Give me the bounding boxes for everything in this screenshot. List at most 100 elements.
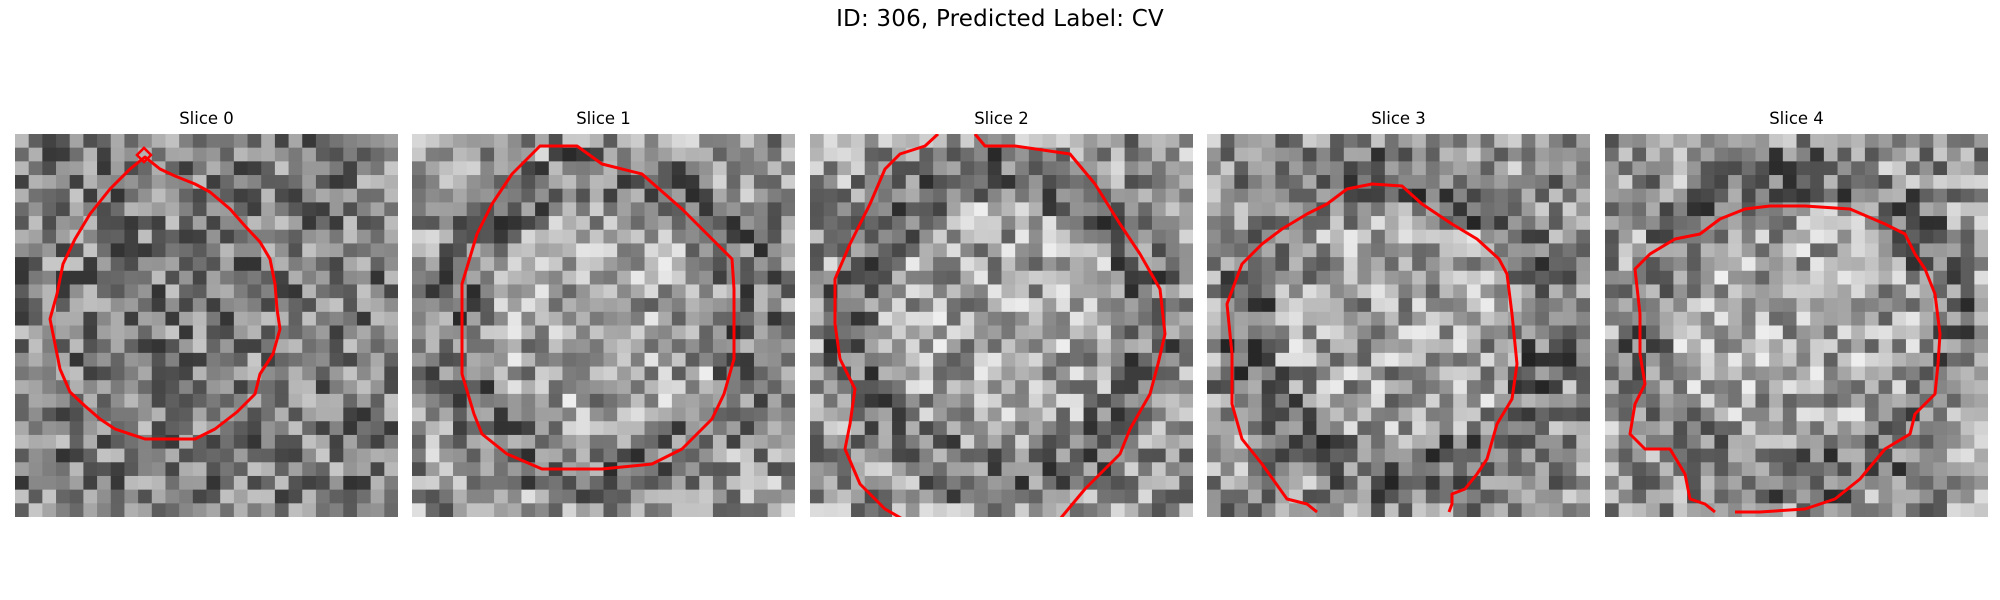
image-pixel: [315, 448, 331, 463]
image-pixel: [1138, 325, 1153, 340]
image-pixel: [781, 380, 795, 395]
image-pixel: [1384, 475, 1400, 491]
image-pixel: [837, 325, 852, 340]
image-pixel: [919, 188, 934, 203]
image-pixel: [83, 175, 98, 190]
image-pixel: [1755, 325, 1770, 340]
image-pixel: [1755, 311, 1770, 327]
image-pixel: [97, 311, 112, 327]
image-pixel: [1605, 298, 1620, 313]
image-pixel: [1015, 257, 1030, 272]
image-pixel: [1042, 311, 1057, 327]
image-pixel: [1398, 380, 1413, 395]
image-pixel: [69, 311, 84, 327]
image-pixel: [699, 257, 714, 272]
image-pixel: [384, 393, 398, 409]
image-pixel: [1001, 475, 1016, 491]
image-pixel: [220, 270, 235, 286]
image-pixel: [576, 421, 591, 436]
image-pixel: [603, 175, 618, 190]
image-pixel: [1138, 489, 1153, 504]
image-pixel: [1384, 284, 1400, 299]
segmentation-contour: [1225, 182, 1519, 514]
image-pixel: [1343, 366, 1359, 381]
image-pixel: [507, 489, 523, 504]
image-pixel: [412, 393, 427, 409]
image-pixel: [767, 352, 782, 368]
image-pixel: [1316, 147, 1331, 162]
image-pixel: [726, 229, 741, 245]
image-pixel: [810, 339, 825, 354]
image-pixel: [919, 489, 934, 504]
image-pixel: [1741, 407, 1757, 422]
image-pixel: [1398, 407, 1413, 422]
image-pixel: [726, 134, 741, 149]
image-pixel: [1083, 489, 1098, 504]
image-pixel: [480, 448, 495, 463]
image-pixel: [753, 434, 769, 450]
image-pixel: [1741, 448, 1757, 463]
image-pixel: [83, 407, 98, 422]
image-pixel: [97, 339, 112, 354]
image-pixel: [740, 257, 755, 272]
image-pixel: [987, 161, 1003, 176]
image-pixel: [1412, 339, 1427, 354]
image-pixel: [1275, 448, 1290, 463]
image-pixel: [1371, 489, 1386, 504]
image-pixel: [864, 339, 879, 354]
image-pixel: [1330, 257, 1345, 272]
image-pixel: [960, 284, 975, 299]
image-pixel: [685, 188, 700, 203]
image-pixel: [562, 243, 577, 258]
image-pixel: [1494, 475, 1509, 491]
image-pixel: [1234, 134, 1249, 149]
image-pixel: [933, 270, 948, 286]
image-pixel: [1425, 489, 1441, 504]
image-pixel: [288, 298, 303, 313]
image-pixel: [562, 284, 577, 299]
image-pixel: [1330, 462, 1345, 477]
image-pixel: [837, 475, 852, 491]
image-pixel: [356, 380, 372, 395]
image-pixel: [1234, 448, 1249, 463]
image-pixel: [1535, 380, 1550, 395]
image-pixel: [315, 421, 331, 436]
image-pixel: [1974, 448, 1988, 463]
image-pixel: [864, 393, 879, 409]
image-pixel: [535, 352, 550, 368]
image-pixel: [1728, 134, 1743, 149]
image-pixel: [138, 421, 153, 436]
image-pixel: [302, 380, 317, 395]
image-pixel: [151, 352, 167, 368]
image-pixel: [384, 161, 398, 176]
image-pixel: [28, 462, 43, 477]
image-pixel: [521, 257, 536, 272]
image-pixel: [315, 243, 331, 258]
image-pixel: [712, 284, 728, 299]
image-pixel: [1398, 503, 1413, 517]
image-pixel: [1028, 448, 1044, 463]
image-pixel: [124, 311, 139, 327]
image-pixel: [630, 434, 646, 450]
image-pixel: [1207, 229, 1222, 245]
image-pixel: [165, 216, 180, 231]
image-pixel: [1933, 243, 1948, 258]
image-pixel: [864, 434, 879, 450]
image-pixel: [521, 134, 536, 149]
image-pixel: [1371, 503, 1386, 517]
image-pixel: [1056, 339, 1071, 354]
image-pixel: [42, 352, 57, 368]
image-pixel: [42, 175, 57, 190]
image-pixel: [1562, 270, 1577, 286]
image-pixel: [1618, 503, 1633, 517]
image-pixel: [1919, 503, 1934, 517]
image-pixel: [740, 489, 755, 504]
image-pixel: [658, 147, 673, 162]
image-pixel: [630, 393, 646, 409]
image-pixel: [726, 489, 741, 504]
slice-title: Slice 0: [179, 109, 234, 128]
image-pixel: [1782, 434, 1798, 450]
image-pixel: [658, 311, 673, 327]
image-pixel: [1289, 202, 1304, 217]
image-pixel: [288, 503, 303, 517]
